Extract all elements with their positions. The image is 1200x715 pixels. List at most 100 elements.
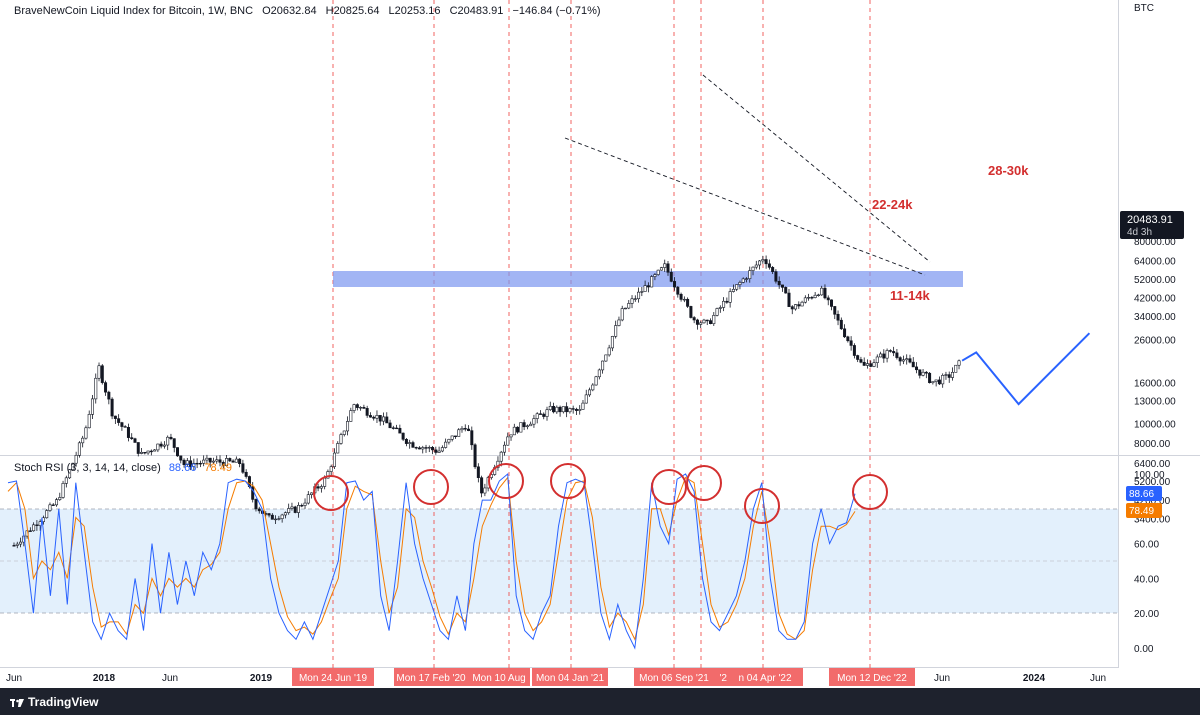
candle-body [90, 398, 94, 415]
candle-body [643, 285, 647, 292]
date-marker-label: Mon 12 Dec '22 [837, 673, 907, 684]
candle-body [787, 292, 791, 307]
wedge-lower-line [564, 137, 926, 276]
candle-body [780, 284, 784, 288]
date-marker-label: Mon 17 Feb '20 [396, 673, 466, 684]
time-tick-label: 2024 [1023, 673, 1046, 684]
candle-body [692, 317, 696, 321]
candle-body [718, 307, 722, 309]
candle-body [950, 372, 954, 378]
candle-body [542, 413, 546, 417]
price-tick-label: 80000.00 [1134, 237, 1176, 248]
price-tick-label: 10000.00 [1134, 420, 1176, 431]
time-tick-label: 2019 [250, 673, 273, 684]
candle-body [829, 299, 833, 307]
tradingview-logo-icon [10, 698, 24, 707]
candle-body [457, 429, 461, 437]
candle-body [58, 497, 62, 500]
rsi-highlight-circle [413, 469, 449, 505]
candle-body [758, 260, 762, 266]
rsi-highlight-circle [852, 474, 888, 510]
candle-body [620, 308, 624, 321]
candle-body [731, 288, 735, 292]
candle-body [77, 442, 81, 456]
time-tick-label: Jun [934, 673, 950, 684]
candle-body [126, 427, 130, 438]
candle-body [584, 394, 588, 404]
candle-body [882, 353, 886, 359]
candle-body [852, 345, 856, 356]
candle-body [552, 405, 556, 413]
price-tick-label: 13000.00 [1134, 397, 1176, 408]
candle-body [941, 375, 945, 385]
candle-body [771, 267, 775, 272]
candle-body [130, 437, 134, 439]
candle-body [28, 530, 32, 532]
rsi-tick-label: 0.00 [1134, 644, 1154, 655]
rsi-k-badge: 88.66 [1126, 486, 1162, 501]
wedge-upper-line [702, 74, 931, 263]
candle-body [244, 471, 248, 477]
candle-body [182, 459, 186, 465]
stoch-rsi-legend[interactable]: Stoch RSI (3, 3, 14, 14, close) 88.66 78… [14, 462, 237, 474]
rsi-highlight-circle [686, 465, 722, 501]
candle-body [153, 449, 157, 452]
candle-body [532, 418, 536, 425]
candle-body [784, 287, 788, 294]
last-price-countdown: 4d 3h [1127, 227, 1152, 238]
candle-body [820, 287, 824, 296]
candle-body [898, 357, 902, 362]
candle-body [140, 451, 144, 454]
candle-body [84, 427, 88, 439]
candle-body [516, 426, 520, 433]
rsi-tick-label: 100.00 [1134, 470, 1165, 481]
candle-body [421, 447, 425, 450]
last-price-value: 20483.91 [1127, 214, 1173, 226]
candle-body [61, 483, 65, 498]
price-tick-label: 16000.00 [1134, 378, 1176, 389]
candle-body [225, 458, 229, 466]
candle-body [113, 415, 117, 419]
candle-body [607, 347, 611, 356]
candle-body [682, 298, 686, 301]
candle-body [839, 319, 843, 330]
candle-body [630, 298, 634, 304]
candle-body [437, 450, 441, 453]
price-tick-label: 26000.00 [1134, 336, 1176, 347]
candle-body [378, 415, 382, 422]
candle-body [744, 278, 748, 280]
last-price-badge[interactable]: 20483.91 4d 3h [1120, 211, 1184, 239]
candle-body [695, 319, 699, 325]
stoch-rsi-k-line [7, 472, 856, 650]
date-marker-label: Mon 24 Jun '19 [299, 673, 368, 684]
candle-body [254, 499, 258, 510]
candle-body [862, 361, 866, 366]
candle-body [879, 353, 883, 358]
candle-body [411, 442, 415, 448]
candle-body [270, 514, 274, 520]
candle-body [646, 285, 650, 288]
candle-body [901, 359, 905, 362]
rsi-highlight-circle [488, 463, 524, 499]
candle-body [388, 422, 392, 429]
symbol-legend[interactable]: BraveNewCoin Liquid Index for Bitcoin, 1… [14, 5, 607, 17]
candle-body [453, 435, 457, 438]
candle-body [166, 436, 170, 446]
projection-path [961, 332, 1091, 406]
rsi-d-badge-bg [1126, 503, 1162, 518]
candle-body [404, 439, 408, 444]
rsi-highlight-circle [550, 463, 586, 499]
candle-body [676, 286, 680, 295]
candle-body [136, 442, 140, 454]
candle-body [627, 303, 631, 309]
candle-body [55, 499, 59, 506]
candle-body [816, 294, 820, 296]
candle-body [241, 463, 245, 473]
candle-body [110, 398, 114, 417]
candle-body [810, 297, 814, 299]
support-zone [333, 271, 963, 287]
tradingview-brand[interactable]: TradingView [10, 695, 98, 709]
price-tick-label: 8000.00 [1134, 439, 1171, 450]
candle-body [659, 267, 663, 271]
